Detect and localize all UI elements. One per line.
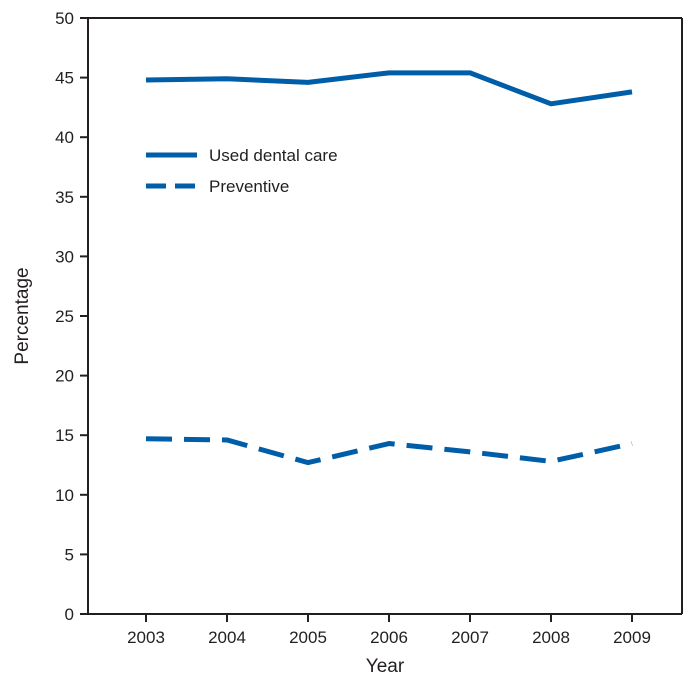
y-tick-label: 30 [55,247,74,266]
x-tick-label: 2003 [127,628,165,647]
y-tick-label: 10 [55,486,74,505]
legend-label: Preventive [209,177,289,196]
x-axis-title: Year [366,656,405,677]
legend: Used dental care Preventive [146,146,338,196]
x-axis-ticks: 2003 2004 2005 2006 2007 2008 2009 [127,614,651,647]
series-layer [145,70,633,466]
y-tick-label: 20 [55,367,74,386]
y-tick-label: 0 [65,605,74,624]
y-tick-label: 50 [55,9,74,28]
x-tick-label: 2005 [289,628,327,647]
series-line-used-dental-care [145,70,633,107]
y-axis-title: Percentage [12,267,33,364]
y-tick-label: 15 [55,426,74,445]
y-tick-label: 5 [65,545,74,564]
legend-label: Used dental care [209,146,338,165]
y-axis-ticks: 0 5 10 15 20 25 30 35 40 45 50 [55,9,88,624]
x-tick-label: 2004 [208,628,246,647]
x-tick-label: 2009 [613,628,651,647]
x-tick-label: 2006 [370,628,408,647]
y-tick-label: 25 [55,307,74,326]
x-tick-label: 2008 [532,628,570,647]
series-line-preventive [145,436,633,466]
y-tick-label: 45 [55,69,74,88]
x-tick-label: 2007 [451,628,489,647]
y-tick-label: 40 [55,128,74,147]
y-tick-label: 35 [55,188,74,207]
